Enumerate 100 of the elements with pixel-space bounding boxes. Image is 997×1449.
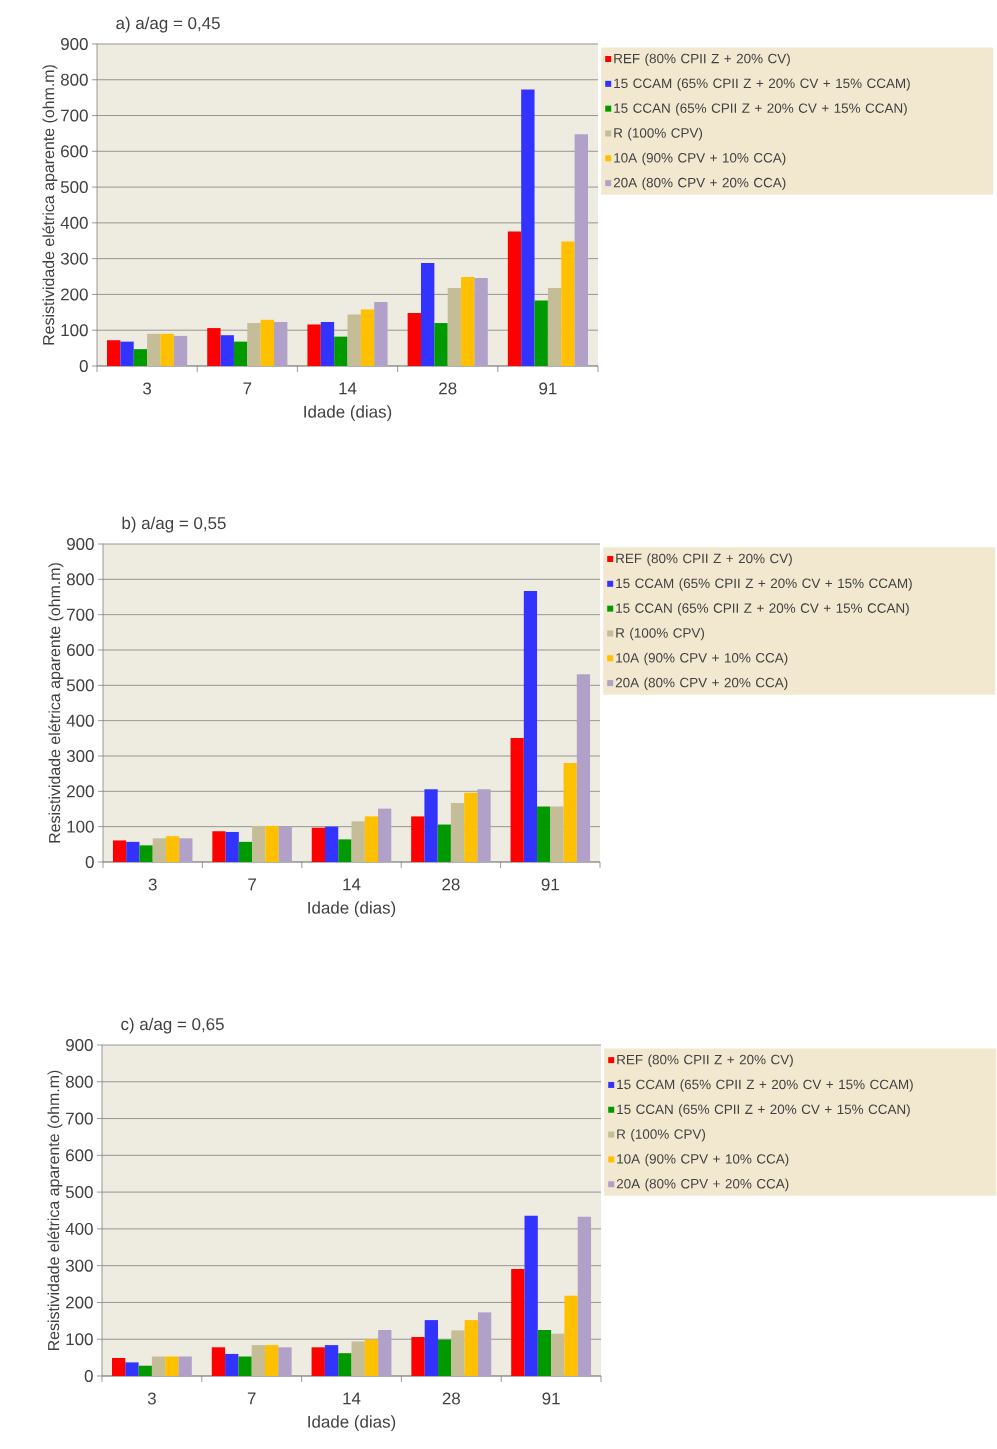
- y-tick-label: 300: [66, 749, 94, 762]
- bar: [265, 825, 279, 862]
- y-tick-label: 600: [67, 643, 94, 656]
- y-tick-label: 100: [67, 820, 94, 833]
- bar: [576, 674, 591, 862]
- y-tick-label: 900: [66, 1038, 93, 1051]
- bar: [464, 1320, 478, 1376]
- bar: [511, 1268, 525, 1376]
- y-tick-label: 300: [60, 252, 88, 265]
- bar: [407, 313, 421, 366]
- legend-label: 15 CCAN (65% CPII Z + 20% CV + 15% CCAN): [617, 1104, 910, 1117]
- bar: [461, 276, 475, 366]
- bar: [225, 1353, 239, 1376]
- y-tick-label: 100: [66, 1333, 93, 1346]
- x-tick-label: 3: [147, 1392, 156, 1405]
- bar: [307, 324, 321, 366]
- bar: [320, 321, 335, 366]
- legend-label: 15 CCAN (65% CPII Z + 20% CV + 15% CCAN): [616, 603, 909, 616]
- bar: [112, 840, 127, 862]
- y-tick-label: 200: [67, 785, 94, 798]
- bar: [325, 826, 339, 862]
- legend-label: 20A (80% CPV + 20% CCA): [613, 177, 786, 191]
- bar: [138, 1365, 152, 1376]
- bar: [561, 241, 575, 366]
- bar: [111, 1357, 126, 1376]
- x-tick-label: 91: [541, 878, 559, 891]
- x-tick-label: 7: [247, 1392, 256, 1405]
- bar: [451, 1330, 465, 1376]
- bar: [550, 806, 564, 862]
- bar: [247, 323, 261, 366]
- bar: [225, 831, 239, 862]
- y-tick-label: 500: [65, 1186, 93, 1199]
- bar: [173, 335, 188, 366]
- bar: [577, 1216, 592, 1376]
- x-tick-label: 7: [248, 878, 256, 891]
- bar: [165, 1356, 179, 1376]
- bar: [152, 838, 166, 862]
- legend-label: R (100% CPV): [617, 1128, 706, 1142]
- legend-label: REF (80% CPII Z + 20% CV): [616, 553, 792, 566]
- y-tick-label: 800: [65, 1075, 93, 1088]
- bar: [437, 824, 451, 862]
- y-tick-label: 800: [60, 73, 88, 86]
- y-axis-title: Resistividade elétrica aparente (ohm.m): [48, 563, 64, 843]
- bar: [107, 340, 121, 366]
- x-tick-label: 28: [442, 878, 460, 891]
- bar: [507, 231, 522, 366]
- bar: [564, 1295, 578, 1376]
- x-tick-label: 3: [143, 382, 152, 395]
- bar: [351, 821, 365, 862]
- bar: [324, 1345, 339, 1376]
- legend-label: 10A (90% CPV + 10% CCA): [617, 1153, 789, 1167]
- bar: [238, 1356, 252, 1376]
- y-tick-label: 100: [61, 324, 88, 337]
- y-tick-label: 800: [66, 573, 94, 586]
- bar: [524, 1215, 538, 1376]
- y-tick-label: 700: [61, 109, 88, 122]
- bar: [378, 808, 392, 862]
- legend-label: 15 CCAM (65% CPII Z + 20% CV + 15% CCAM): [617, 1079, 913, 1092]
- y-axis-title: Resistividade elétrica aparente (ohm.m): [42, 65, 58, 345]
- bar: [523, 590, 538, 862]
- legend-label: 20A (80% CPV + 20% CCA): [615, 677, 788, 691]
- y-tick-label: 0: [85, 855, 94, 868]
- bar: [338, 1353, 352, 1376]
- bar: [334, 336, 348, 366]
- y-tick-label: 200: [61, 288, 88, 301]
- y-tick-label: 600: [61, 145, 88, 158]
- y-tick-label: 300: [65, 1259, 93, 1272]
- bar: [178, 1356, 192, 1376]
- y-tick-label: 400: [65, 1222, 93, 1235]
- bar: [411, 816, 425, 862]
- bar: [311, 1347, 325, 1376]
- x-tick-label: 14: [343, 1392, 361, 1405]
- bar: [211, 1347, 226, 1376]
- bar: [278, 826, 292, 862]
- x-tick-label: 7: [243, 382, 252, 395]
- legend-label: REF (80% CPII Z + 20% CV): [614, 53, 790, 66]
- y-tick-label: 500: [66, 679, 94, 692]
- y-axis-title: Resistividade elétrica aparente (ohm.m): [47, 1070, 63, 1351]
- x-tick-label: 3: [148, 878, 157, 891]
- bar: [411, 1337, 425, 1376]
- chart-title: c) a/ag = 0,65: [121, 1017, 224, 1034]
- bar: [179, 838, 193, 862]
- bar: [510, 737, 524, 862]
- bar: [233, 341, 248, 366]
- y-tick-label: 200: [66, 1296, 93, 1309]
- bar: [364, 1339, 379, 1376]
- bar: [474, 277, 488, 366]
- bar: [265, 1345, 279, 1376]
- legend-label: R (100% CPV): [616, 627, 705, 641]
- x-tick-label: 91: [542, 1392, 560, 1405]
- y-tick-label: 700: [67, 608, 94, 621]
- legend-label: R (100% CPV): [614, 127, 703, 141]
- legend-label: 15 CCAM (65% CPII Z + 20% CV + 15% CCAM): [616, 578, 912, 591]
- y-tick-label: 0: [84, 1370, 93, 1382]
- x-tick-label: 14: [343, 878, 361, 891]
- bar: [126, 841, 140, 862]
- y-tick-label: 0: [79, 359, 88, 372]
- x-tick-label: 14: [339, 382, 357, 395]
- legend-label: 10A (90% CPV + 10% CCA): [614, 152, 786, 166]
- chart-title: b) a/ag = 0,55: [122, 516, 226, 533]
